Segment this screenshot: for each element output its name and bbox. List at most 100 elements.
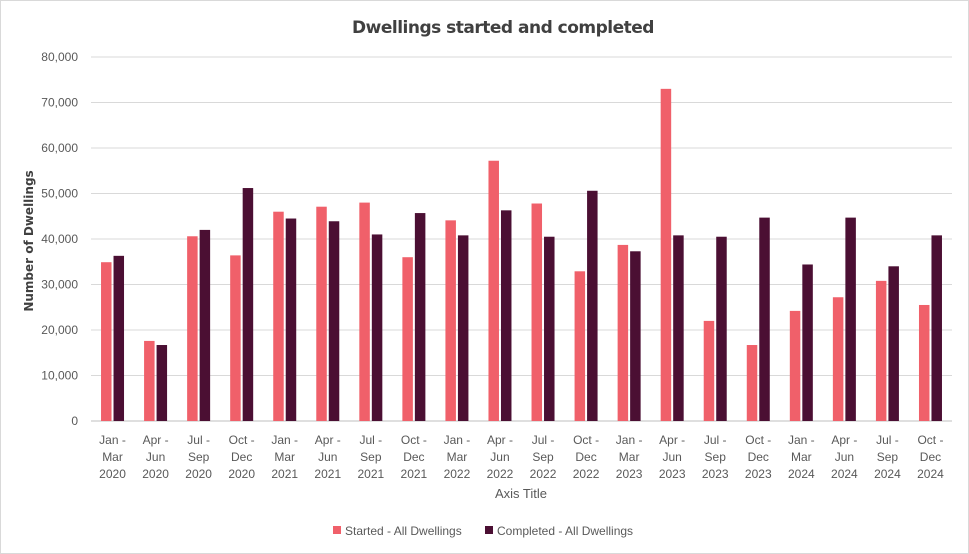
y-tick-label: 50,000	[41, 187, 78, 201]
x-tick-line: Mar	[447, 450, 468, 464]
x-tick-line: Jun	[318, 450, 337, 464]
x-tick-label: Jan - Mar 2020	[99, 433, 126, 481]
x-tick-line: Jul -	[876, 433, 899, 447]
bar-completed	[845, 217, 856, 421]
y-axis-ticks: 0 10,000 20,000 30,000 40,000 50,000 60,000 70,…	[41, 50, 78, 428]
bar-completed	[587, 190, 598, 421]
x-tick-line: 2022	[444, 467, 471, 481]
x-tick-label: Oct - Dec 2022	[573, 433, 600, 481]
legend-label-started: Started - All Dwellings	[345, 524, 462, 538]
x-tick-line: 2021	[271, 467, 298, 481]
bar-completed	[414, 213, 426, 421]
bar-completed	[544, 236, 555, 421]
x-tick-line: Jul -	[532, 433, 555, 447]
x-tick-label: Jul - Sep 2020	[185, 433, 212, 481]
x-tick-line: 2021	[357, 467, 384, 481]
x-tick-label: Apr - Jun 2020	[142, 433, 169, 481]
x-tick-line: Apr -	[831, 433, 857, 447]
bar-completed	[931, 235, 942, 421]
x-tick-line: Jul -	[359, 433, 382, 447]
bar-started	[703, 320, 715, 421]
bar-completed	[716, 236, 727, 421]
bar-started	[445, 220, 456, 421]
bar-started	[531, 203, 543, 421]
x-tick-line: 2022	[487, 467, 514, 481]
x-tick-line: Sep	[877, 450, 899, 464]
x-tick-label: Apr - Jun 2024	[831, 433, 858, 481]
legend-swatch-completed	[485, 526, 493, 534]
x-tick-line: Jan -	[788, 433, 815, 447]
bar-started	[273, 211, 284, 421]
bar-completed	[673, 235, 684, 421]
bar-started	[144, 340, 155, 421]
x-tick-line: 2020	[99, 467, 126, 481]
bar-completed	[630, 251, 641, 421]
legend: Started - All Dwellings Completed - All D…	[333, 524, 633, 538]
x-tick-line: 2021	[314, 467, 341, 481]
y-tick-label: 20,000	[41, 323, 78, 337]
x-tick-line: 2023	[659, 467, 686, 481]
x-tick-line: 2023	[745, 467, 772, 481]
legend-label-completed: Completed - All Dwellings	[497, 524, 633, 538]
x-tick-line: Oct -	[573, 433, 599, 447]
y-tick-label: 40,000	[41, 232, 78, 246]
x-tick-line: Apr -	[315, 433, 341, 447]
bar-completed	[802, 264, 813, 421]
bar-completed	[371, 234, 383, 421]
bar-completed	[113, 255, 125, 421]
x-tick-line: Sep	[705, 450, 727, 464]
x-tick-line: Mar	[791, 450, 812, 464]
x-tick-line: 2023	[702, 467, 729, 481]
bar-completed	[759, 217, 770, 421]
x-tick-line: Mar	[102, 450, 123, 464]
bars	[101, 88, 942, 422]
x-tick-line: Jan -	[444, 433, 471, 447]
x-tick-line: Sep	[188, 450, 210, 464]
x-tick-line: 2022	[573, 467, 600, 481]
chart-title: Dwellings started and completed	[352, 18, 654, 38]
x-tick-line: Dec	[748, 450, 769, 464]
y-tick-label: 10,000	[41, 369, 78, 383]
y-tick-label: 80,000	[41, 50, 78, 64]
bar-started	[488, 160, 499, 422]
x-tick-line: 2020	[185, 467, 212, 481]
y-tick-label: 0	[71, 414, 78, 428]
x-tick-line: Mar	[274, 450, 295, 464]
x-tick-label: Oct - Dec 2024	[917, 433, 944, 481]
bar-started	[746, 345, 758, 421]
x-tick-label: Apr - Jun 2021	[314, 433, 341, 481]
x-tick-line: 2024	[788, 467, 815, 481]
x-tick-label: Oct - Dec 2023	[745, 433, 772, 481]
x-tick-line: 2023	[616, 467, 643, 481]
bar-started	[101, 262, 112, 421]
y-tick-label: 30,000	[41, 278, 78, 292]
y-tick-label: 60,000	[41, 141, 78, 155]
bar-completed	[242, 188, 254, 421]
x-tick-line: 2020	[142, 467, 169, 481]
x-tick-label: Jul - Sep 2022	[530, 433, 557, 481]
x-axis-title: Axis Title	[495, 486, 547, 501]
x-tick-line: Jun	[835, 450, 854, 464]
x-tick-line: Jan -	[616, 433, 643, 447]
x-tick-line: Oct -	[401, 433, 427, 447]
bar-started	[230, 255, 241, 421]
x-tick-line: 2024	[874, 467, 901, 481]
x-tick-label: Jan - Mar 2023	[616, 433, 643, 481]
x-tick-line: Dec	[403, 450, 424, 464]
x-tick-line: Apr -	[143, 433, 169, 447]
x-tick-line: Mar	[619, 450, 640, 464]
bar-started	[359, 202, 370, 421]
x-tick-line: 2024	[831, 467, 858, 481]
x-tick-line: Dec	[920, 450, 941, 464]
x-tick-line: Sep	[360, 450, 382, 464]
bar-started	[617, 244, 629, 421]
bar-started	[660, 88, 672, 421]
bar-started	[574, 271, 586, 421]
bar-completed	[328, 221, 340, 421]
x-tick-line: Jul -	[187, 433, 210, 447]
x-tick-label: Jan - Mar 2024	[788, 433, 815, 481]
x-tick-line: Jan -	[271, 433, 298, 447]
bar-completed	[285, 218, 297, 421]
